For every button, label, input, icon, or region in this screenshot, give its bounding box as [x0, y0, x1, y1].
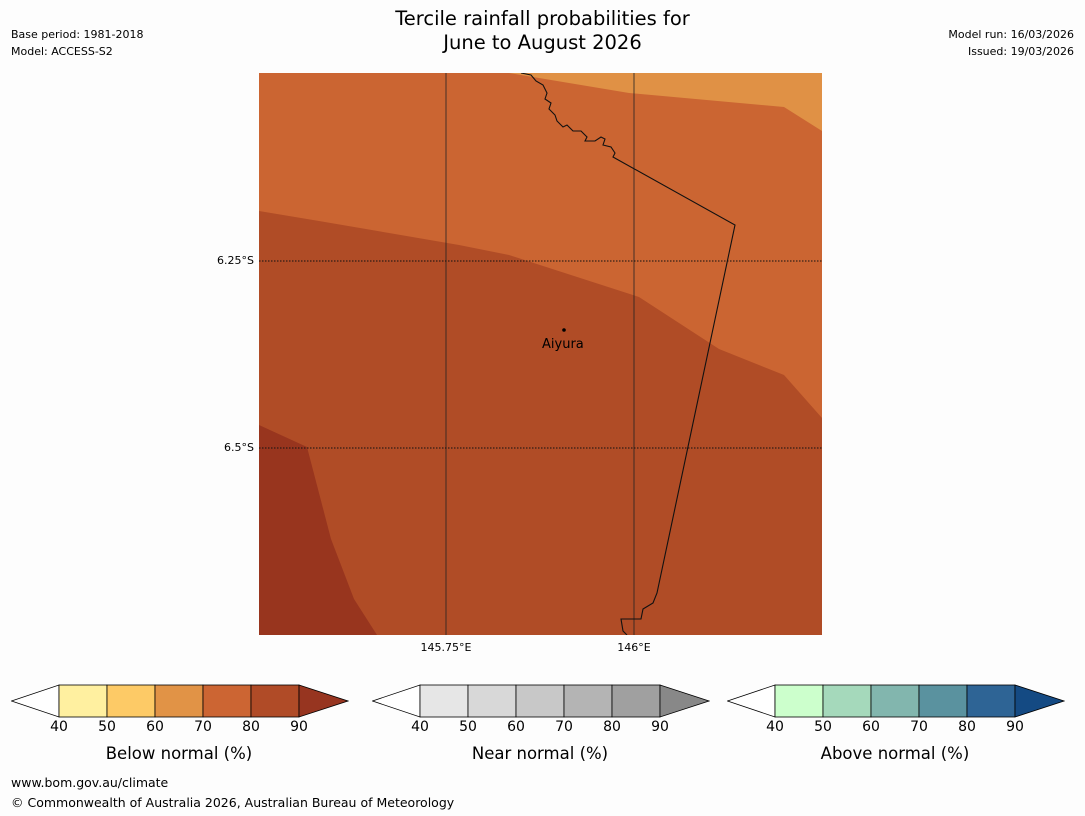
- metadata-right: Model run: 16/03/2026 Issued: 19/03/2026: [948, 26, 1074, 60]
- above-normal-title: Above normal (%): [820, 744, 970, 763]
- title-line-1: Tercile rainfall probabilities for: [395, 7, 690, 30]
- band-60-70: [509, 73, 822, 131]
- aiyura-label: Aiyura: [542, 337, 584, 352]
- lon-label-146: 146°E: [617, 641, 651, 654]
- colorbar-below: [11, 684, 349, 718]
- map-panel[interactable]: [259, 72, 822, 636]
- metadata-left: Base period: 1981-2018 Model: ACCESS-S2: [11, 26, 143, 60]
- model-label: Model: ACCESS-S2: [11, 45, 113, 58]
- lat-label-6-25: 6.25°S: [217, 254, 254, 267]
- near-normal-title: Near normal (%): [471, 744, 609, 763]
- near-tick-70: 70: [555, 719, 573, 735]
- colorbar-near-50-60: [467, 684, 517, 718]
- colorbar-below-segments: [58, 684, 300, 718]
- base-period-label: Base period: 1981-2018: [11, 28, 144, 41]
- colorbar-above-40-50: [774, 684, 824, 718]
- near-tick-90: 90: [651, 719, 669, 735]
- band-80-90: [259, 211, 822, 635]
- colorbar-below-60-70: [154, 684, 204, 718]
- lat-label-6-5: 6.5°S: [224, 441, 254, 454]
- colorbar-above-80-90: [966, 684, 1016, 718]
- legend-above-normal: [727, 684, 1065, 720]
- near-tick-40: 40: [411, 719, 429, 735]
- lon-label-145-75: 145.75°E: [420, 641, 472, 654]
- colorbar-above: [727, 684, 1065, 718]
- above-tick-90: 90: [1006, 719, 1024, 735]
- colorbar-above-segments: [774, 684, 1016, 718]
- near-tick-80: 80: [603, 719, 621, 735]
- title-line-2: June to August 2026: [443, 31, 642, 54]
- near-tick-50: 50: [459, 719, 477, 735]
- above-tick-40: 40: [766, 719, 784, 735]
- colorbar-near-70-80: [563, 684, 613, 718]
- footer-url[interactable]: www.bom.gov.au/climate: [11, 775, 169, 790]
- below-tick-50: 50: [98, 719, 116, 735]
- below-normal-title: Below normal (%): [105, 744, 253, 763]
- colorbar-near-80-90: [611, 684, 661, 718]
- issued-label: Issued: 19/03/2026: [967, 45, 1074, 58]
- colorbar-above-low-cap: [727, 684, 776, 718]
- colorbar-above-50-60: [822, 684, 872, 718]
- below-tick-60: 60: [146, 719, 164, 735]
- colorbar-below-50-60: [106, 684, 156, 718]
- colorbar-below-70-80: [202, 684, 252, 718]
- aiyura-marker[interactable]: [562, 328, 566, 332]
- legend-below-normal: [11, 684, 349, 720]
- above-tick-60: 60: [862, 719, 880, 735]
- colorbar-near-high-cap: [659, 684, 710, 718]
- colorbar-below-80-90: [250, 684, 300, 718]
- graticule-meridians: [445, 73, 635, 635]
- legend-near-normal: [372, 684, 710, 720]
- colorbar-above-high-cap: [1014, 684, 1065, 718]
- near-tick-60: 60: [507, 719, 525, 735]
- colorbar-above-70-80: [918, 684, 968, 718]
- border-line: [520, 72, 736, 636]
- below-tick-40: 40: [50, 719, 68, 735]
- colorbar-below-low-cap: [11, 684, 60, 718]
- footer-copyright: © Commonwealth of Australia 2026, Austra…: [11, 795, 455, 810]
- page-title: Tercile rainfall probabilities for June …: [0, 7, 1085, 55]
- colorbar-above-60-70: [870, 684, 920, 718]
- above-tick-80: 80: [958, 719, 976, 735]
- colorbar-near-low-cap: [372, 684, 421, 718]
- colorbar-near: [372, 684, 710, 718]
- model-run-label: Model run: 16/03/2026: [948, 28, 1074, 41]
- colorbar-near-segments: [419, 684, 661, 718]
- above-tick-50: 50: [814, 719, 832, 735]
- below-tick-80: 80: [242, 719, 260, 735]
- above-tick-70: 70: [910, 719, 928, 735]
- below-tick-90: 90: [290, 719, 308, 735]
- colorbar-below-40-50: [58, 684, 108, 718]
- colorbar-below-high-cap: [298, 684, 349, 718]
- colorbar-near-60-70: [515, 684, 565, 718]
- colorbar-near-40-50: [419, 684, 469, 718]
- band-90-plus: [259, 425, 377, 635]
- below-tick-70: 70: [194, 719, 212, 735]
- graticule-parallels: [259, 260, 822, 449]
- map-canvas: [259, 72, 822, 636]
